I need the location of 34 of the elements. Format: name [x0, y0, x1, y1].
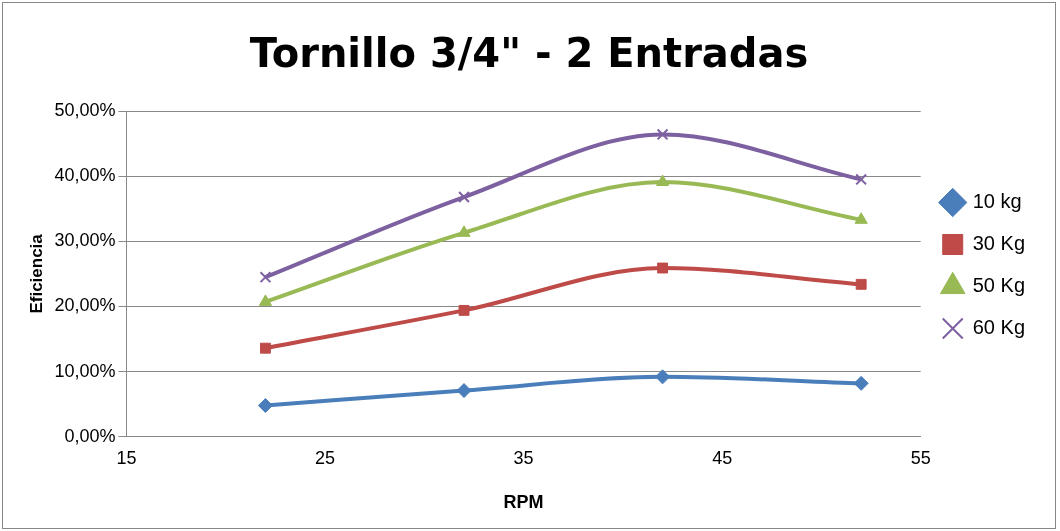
x-tick-label: 55 [910, 447, 931, 468]
y-axis-title: Eficiencia [26, 233, 46, 314]
point [655, 369, 671, 385]
point [457, 225, 471, 237]
point [259, 271, 272, 284]
point [656, 128, 669, 141]
y-tick-label: 0,00% [64, 425, 116, 446]
point [258, 294, 273, 306]
point [656, 174, 670, 187]
x-tick-label: 15 [116, 447, 137, 468]
x-tick-label: 25 [315, 447, 336, 468]
point [456, 383, 472, 399]
point [657, 262, 669, 274]
y-tick-label: 10,00% [54, 360, 116, 381]
point [855, 278, 867, 290]
y-tick-label: 30,00% [54, 230, 116, 251]
point [853, 375, 869, 391]
y-tick-label: 40,00% [54, 165, 116, 186]
point [854, 212, 868, 224]
point [458, 304, 470, 316]
point [257, 398, 273, 414]
legend-label: 10 kg [972, 190, 1022, 213]
y-tick-label: 20,00% [54, 295, 116, 316]
legend-label: 60 Kg [972, 316, 1025, 339]
point [855, 173, 868, 186]
point [260, 342, 271, 354]
x-tick-label: 45 [712, 447, 733, 468]
y-tick-label: 50,00% [54, 99, 116, 120]
legend-label: 30 Kg [972, 232, 1025, 255]
chart-title: Tornillo 3/4" - 2 Entradas [249, 30, 809, 77]
legend-label: 50 Kg [972, 274, 1025, 297]
point [458, 191, 470, 203]
x-tick-label: 35 [513, 447, 534, 468]
x-axis-title: RPM [503, 492, 544, 513]
